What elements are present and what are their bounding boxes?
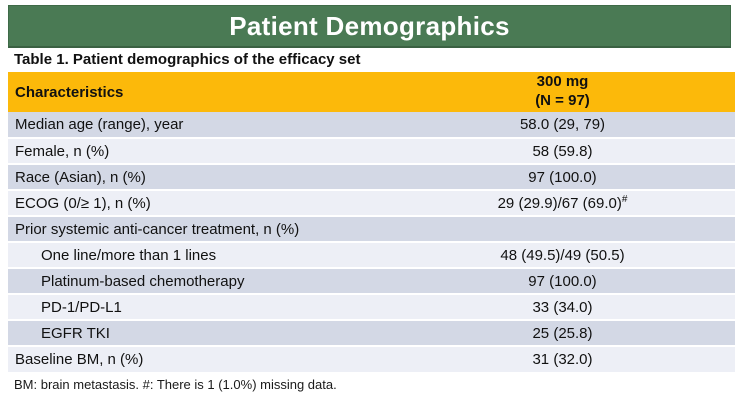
row-value-text: 58 (59.8) [532,142,593,160]
row-value: 25 (25.8) [390,319,735,346]
row-value: 29 (29.9)/67 (69.0)# [390,189,735,216]
row-value: 58 (59.8) [390,137,735,164]
row-label: Female, n (%) [8,137,390,164]
row-value-text: 58.0 (29, 79) [519,116,606,133]
table-caption: Table 1. Patient demographics of the eff… [14,51,361,68]
table-row: Prior systemic anti-cancer treatment, n … [8,215,735,242]
row-label: ECOG (0/≥ 1), n (%) [8,189,390,216]
column-header-dose: 300 mg (N = 97) [390,72,735,112]
row-value-text: 33 (34.0) [532,298,593,316]
table-row: Female, n (%) 58 (59.8) [8,137,735,164]
row-value-superscript: # [621,193,628,205]
row-value: 58.0 (29, 79) [390,112,735,138]
row-value: 33 (34.0) [390,293,735,320]
table-row: Median age (range), year 58.0 (29, 79) [8,112,735,138]
row-value-text: 97 (100.0) [528,168,597,186]
table-row: EGFR TKI 25 (25.8) [8,319,735,346]
row-value-text: 29 (29.9)/67 (69.0) [497,194,622,212]
table-header-row: Characteristics 300 mg (N = 97) [8,72,735,112]
row-value-text: 48 (49.5)/49 (50.5) [500,246,625,264]
title-bar: Patient Demographics [8,5,731,48]
table-row: ECOG (0/≥ 1), n (%) 29 (29.9)/67 (69.0)# [8,189,735,216]
row-label: Prior systemic anti-cancer treatment, n … [8,215,390,242]
dose-header-line2: (N = 97) [535,92,590,109]
row-label: EGFR TKI [8,319,390,346]
row-value: 97 (100.0) [390,163,735,190]
demographics-table: Characteristics 300 mg (N = 97) Median a… [8,72,735,372]
dose-header-line1: 300 mg [536,73,589,91]
table-row: PD-1/PD-L1 33 (34.0) [8,293,735,320]
row-value: 31 (32.0) [390,345,735,372]
row-label: Race (Asian), n (%) [8,163,390,190]
column-header-characteristics: Characteristics [8,72,390,112]
row-value: 97 (100.0) [390,267,735,294]
table-row: Platinum-based chemotherapy 97 (100.0) [8,267,735,294]
page-title: Patient Demographics [229,10,510,41]
row-label: Median age (range), year [15,116,184,133]
row-value-text: 25 (25.8) [532,324,593,342]
row-value: 48 (49.5)/49 (50.5) [390,241,735,268]
table-row: Baseline BM, n (%) 31 (32.0) [8,345,735,372]
row-label: One line/more than 1 lines [8,241,390,268]
footnote: BM: brain metastasis. #: There is 1 (1.0… [14,377,337,392]
row-value-text: 31 (32.0) [532,351,593,368]
row-label: PD-1/PD-L1 [8,293,390,320]
row-label: Platinum-based chemotherapy [8,267,390,294]
table-row: Race (Asian), n (%) 97 (100.0) [8,163,735,190]
row-value [390,215,735,242]
table-row: One line/more than 1 lines 48 (49.5)/49 … [8,241,735,268]
row-label: Baseline BM, n (%) [8,345,390,372]
row-value-text: 97 (100.0) [528,272,597,290]
